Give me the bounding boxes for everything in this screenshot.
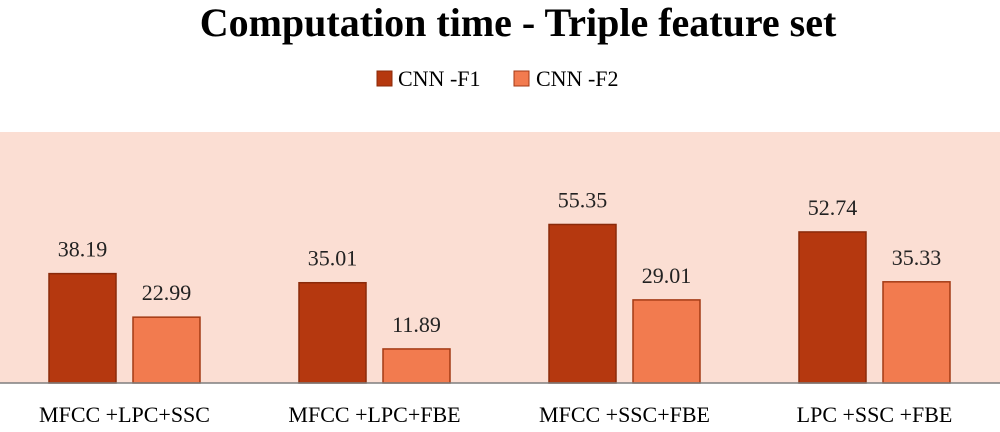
bars-group <box>48 223 951 384</box>
legend-swatch-cnn-f1 <box>376 70 393 87</box>
category-labels-group: MFCC +LPC+SSC MFCC +LPC+FBE MFCC +SSC+FBE L… <box>39 402 952 427</box>
bar-cnn-f1-3 <box>798 231 867 384</box>
value-label-cnn-f2-3: 35.33 <box>892 245 942 270</box>
bar-cnn-f2-3 <box>882 281 951 384</box>
value-labels-group: 38.19 22.99 35.01 11.89 55.35 29.01 52.74 35.33 <box>58 187 942 336</box>
bar-cnn-f2-1 <box>382 348 451 384</box>
value-label-cnn-f2-1: 11.89 <box>392 312 441 337</box>
legend: CNN -F1 CNN -F2 <box>376 66 619 91</box>
legend-label-cnn-f2: CNN -F2 <box>536 66 619 91</box>
category-label-1: MFCC +LPC+FBE <box>288 402 460 427</box>
value-label-cnn-f2-2: 29.01 <box>642 263 692 288</box>
bar-cnn-f1-2 <box>548 223 617 384</box>
value-label-cnn-f1-2: 55.35 <box>558 187 608 212</box>
value-label-cnn-f1-3: 52.74 <box>808 195 858 220</box>
value-label-cnn-f1-0: 38.19 <box>58 237 108 262</box>
bar-cnn-f2-0 <box>132 316 201 384</box>
category-label-0: MFCC +LPC+SSC <box>39 402 210 427</box>
bar-cnn-f1-1 <box>298 281 367 384</box>
bar-cnn-f2-2 <box>632 299 701 384</box>
legend-swatch-cnn-f2 <box>513 70 530 87</box>
value-label-cnn-f2-0: 22.99 <box>142 280 192 305</box>
category-label-3: LPC +SSC +FBE <box>797 402 953 427</box>
legend-label-cnn-f1: CNN -F1 <box>398 66 481 91</box>
chart-title: Computation time - Triple feature set <box>200 0 837 45</box>
category-label-2: MFCC +SSC+FBE <box>539 402 710 427</box>
bar-cnn-f1-0 <box>48 272 117 384</box>
value-label-cnn-f1-1: 35.01 <box>308 246 358 271</box>
